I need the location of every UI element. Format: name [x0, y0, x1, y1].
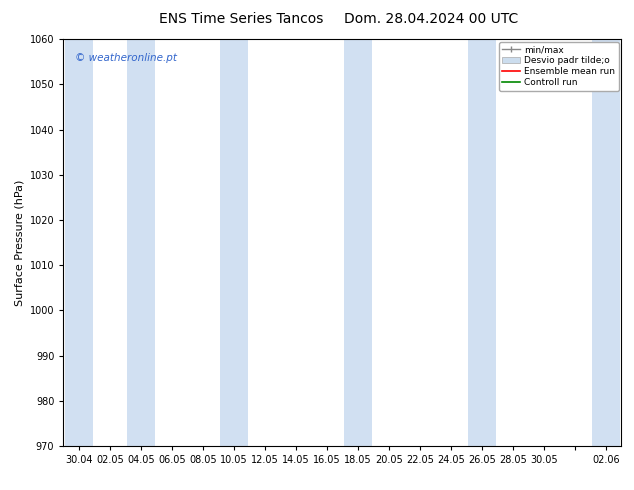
Bar — [127, 39, 155, 446]
Legend: min/max, Desvio padr tilde;o, Ensemble mean run, Controll run: min/max, Desvio padr tilde;o, Ensemble m… — [499, 42, 619, 91]
Bar — [468, 39, 496, 446]
Bar — [592, 39, 620, 446]
Bar — [344, 39, 372, 446]
Text: ENS Time Series Tancos: ENS Time Series Tancos — [158, 12, 323, 26]
Y-axis label: Surface Pressure (hPa): Surface Pressure (hPa) — [14, 179, 24, 306]
Bar — [220, 39, 248, 446]
Bar — [65, 39, 93, 446]
Text: Dom. 28.04.2024 00 UTC: Dom. 28.04.2024 00 UTC — [344, 12, 518, 26]
Text: © weatheronline.pt: © weatheronline.pt — [75, 53, 176, 63]
